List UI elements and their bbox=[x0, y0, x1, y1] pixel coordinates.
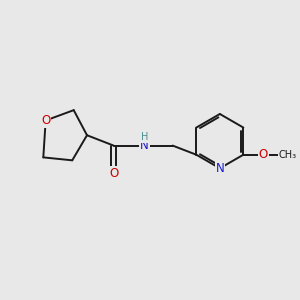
Text: CH₃: CH₃ bbox=[279, 150, 297, 160]
Text: N: N bbox=[215, 162, 224, 175]
Text: N: N bbox=[140, 139, 149, 152]
Text: O: O bbox=[41, 114, 50, 127]
Text: O: O bbox=[259, 148, 268, 161]
Text: O: O bbox=[109, 167, 118, 180]
Text: H: H bbox=[141, 132, 148, 142]
